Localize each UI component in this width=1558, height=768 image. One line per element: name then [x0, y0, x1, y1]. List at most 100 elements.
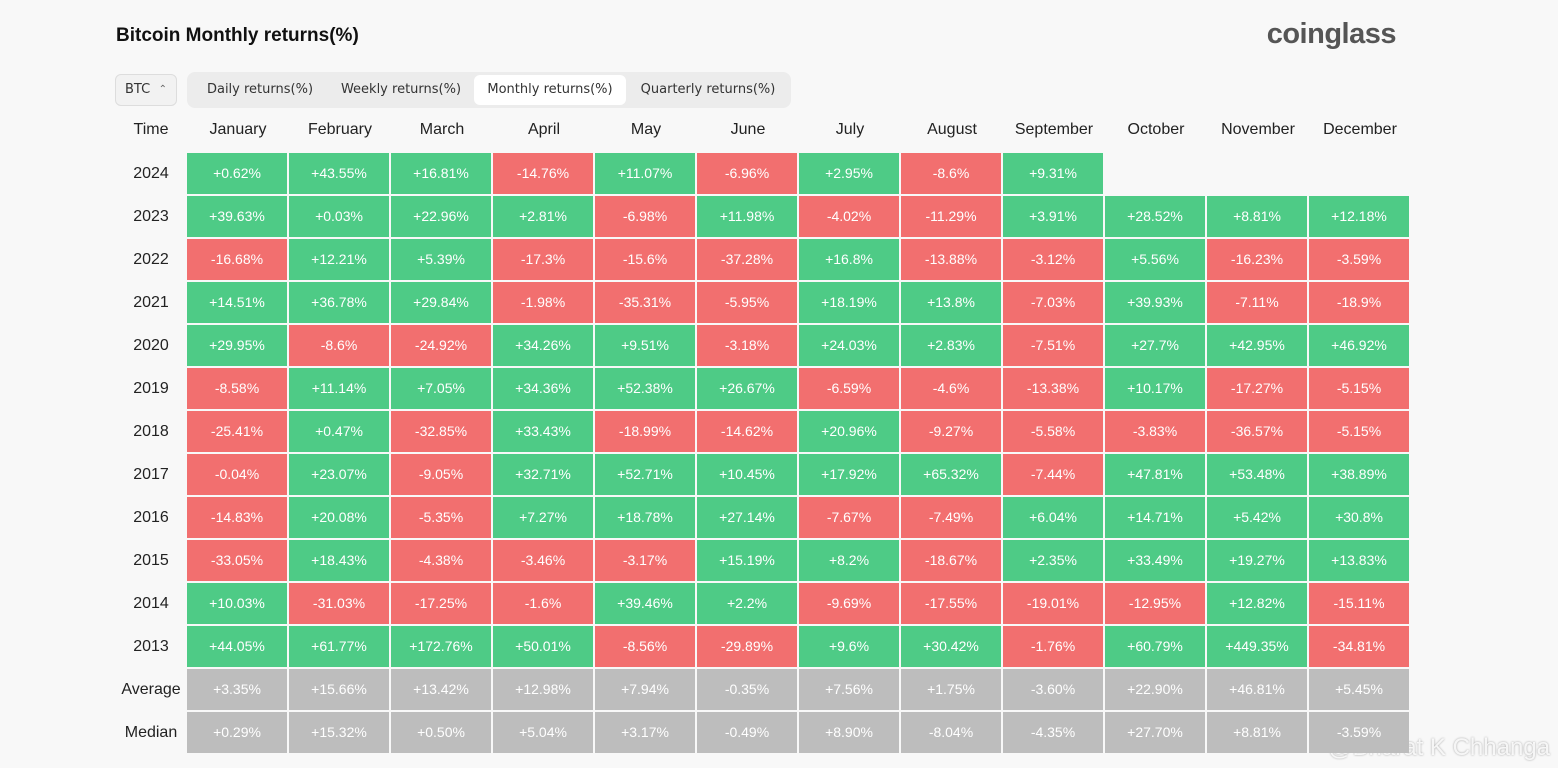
column-header: July — [835, 121, 865, 138]
return-cell: +38.89% — [1309, 454, 1409, 495]
return-cell: -9.69% — [799, 583, 899, 624]
return-cell: -0.04% — [187, 454, 287, 495]
return-cell: +5.42% — [1207, 497, 1307, 538]
return-cell: -36.57% — [1207, 411, 1307, 452]
return-cell: -13.88% — [901, 239, 1001, 280]
return-cell: +27.7% — [1105, 325, 1205, 366]
column-header: January — [209, 121, 267, 138]
return-cell: -31.03% — [289, 583, 389, 624]
return-cell: +39.46% — [595, 583, 695, 624]
asset-label: BTC — [125, 82, 151, 97]
return-cell: +33.43% — [493, 411, 593, 452]
return-cell: +20.96% — [799, 411, 899, 452]
column-header: May — [630, 121, 662, 138]
return-cell: -33.05% — [187, 540, 287, 581]
summary-cell: +13.42% — [391, 669, 491, 710]
summary-cell: -3.59% — [1309, 712, 1409, 753]
summary-cell: -8.04% — [901, 712, 1001, 753]
tab[interactable]: Quarterly returns(%) — [640, 82, 776, 97]
return-cell: -12.95% — [1105, 583, 1205, 624]
row-label: 2016 — [133, 509, 169, 526]
row-label: 2018 — [133, 423, 169, 440]
return-cell: +7.05% — [391, 368, 491, 409]
summary-cell: +12.98% — [493, 669, 593, 710]
return-cell: +12.21% — [289, 239, 389, 280]
return-cell: +52.71% — [595, 454, 695, 495]
return-cell: -17.27% — [1207, 368, 1307, 409]
return-cell: -8.6% — [289, 325, 389, 366]
column-header: February — [307, 121, 373, 138]
column-header: November — [1221, 121, 1295, 138]
return-cell: +60.79% — [1105, 626, 1205, 667]
summary-cell: -0.49% — [697, 712, 797, 753]
tab[interactable]: Monthly returns(%) — [474, 75, 626, 105]
caret: ⌃ — [158, 84, 167, 95]
return-cell: -7.03% — [1003, 282, 1103, 323]
return-cell: +52.38% — [595, 368, 695, 409]
summary-cell: +1.75% — [901, 669, 1001, 710]
summary-cell: +3.35% — [187, 669, 287, 710]
return-cell: +15.19% — [697, 540, 797, 581]
summary-cell: +5.04% — [493, 712, 593, 753]
summary-cell: +7.94% — [595, 669, 695, 710]
summary-cell: +46.81% — [1207, 669, 1307, 710]
return-cell: -34.81% — [1309, 626, 1409, 667]
return-cell: -3.59% — [1309, 239, 1409, 280]
return-cell: -13.38% — [1003, 368, 1103, 409]
return-cell: -3.17% — [595, 540, 695, 581]
return-cell: -3.18% — [697, 325, 797, 366]
return-cell: +10.03% — [187, 583, 287, 624]
return-cell: +8.2% — [799, 540, 899, 581]
return-cell: -17.3% — [493, 239, 593, 280]
return-cell: -14.76% — [493, 153, 593, 194]
return-cell: +34.26% — [493, 325, 593, 366]
tab[interactable]: Daily returns(%) — [206, 82, 314, 97]
return-cell: -3.12% — [1003, 239, 1103, 280]
return-cell: +18.19% — [799, 282, 899, 323]
return-cell: +26.67% — [697, 368, 797, 409]
return-cell: +10.17% — [1105, 368, 1205, 409]
return-cell: -16.23% — [1207, 239, 1307, 280]
return-cell: -25.41% — [187, 411, 287, 452]
return-cell: -7.67% — [799, 497, 899, 538]
return-cell: -8.6% — [901, 153, 1001, 194]
return-cell: +18.43% — [289, 540, 389, 581]
return-cell: -15.11% — [1309, 583, 1409, 624]
return-cell: +9.51% — [595, 325, 695, 366]
return-cell: +0.03% — [289, 196, 389, 237]
summary-cell: -4.35% — [1003, 712, 1103, 753]
return-cell: +13.8% — [901, 282, 1001, 323]
return-cell: -7.49% — [901, 497, 1001, 538]
return-cell: +0.47% — [289, 411, 389, 452]
row-label: 2019 — [133, 380, 169, 397]
summary-cell: +15.66% — [289, 669, 389, 710]
return-cell: +16.81% — [391, 153, 491, 194]
return-cell: +23.07% — [289, 454, 389, 495]
return-cell: -1.98% — [493, 282, 593, 323]
column-header: Time — [133, 121, 169, 138]
return-cell: -9.27% — [901, 411, 1001, 452]
return-cell: +33.49% — [1105, 540, 1205, 581]
return-cell: +9.31% — [1003, 153, 1103, 194]
return-cell: +19.27% — [1207, 540, 1307, 581]
return-cell: +28.52% — [1105, 196, 1205, 237]
row-label: 2017 — [133, 466, 169, 483]
return-cell: +61.77% — [289, 626, 389, 667]
return-cell: +46.92% — [1309, 325, 1409, 366]
return-cell: +44.05% — [187, 626, 287, 667]
return-cell: -3.83% — [1105, 411, 1205, 452]
return-cell: +50.01% — [493, 626, 593, 667]
asset-select[interactable]: BTC ⌃ — [115, 74, 177, 106]
tab[interactable]: Weekly returns(%) — [340, 82, 462, 97]
return-cell: -17.55% — [901, 583, 1001, 624]
return-cell: +17.92% — [799, 454, 899, 495]
row-label: Average — [121, 681, 181, 698]
return-cell: -35.31% — [595, 282, 695, 323]
page-title: Bitcoin Monthly returns(%) — [116, 25, 359, 46]
summary-cell: +22.90% — [1105, 669, 1205, 710]
return-cell: -5.95% — [697, 282, 797, 323]
return-cell: +449.35% — [1207, 626, 1307, 667]
summary-cell: +7.56% — [799, 669, 899, 710]
summary-cell: +8.81% — [1207, 712, 1307, 753]
